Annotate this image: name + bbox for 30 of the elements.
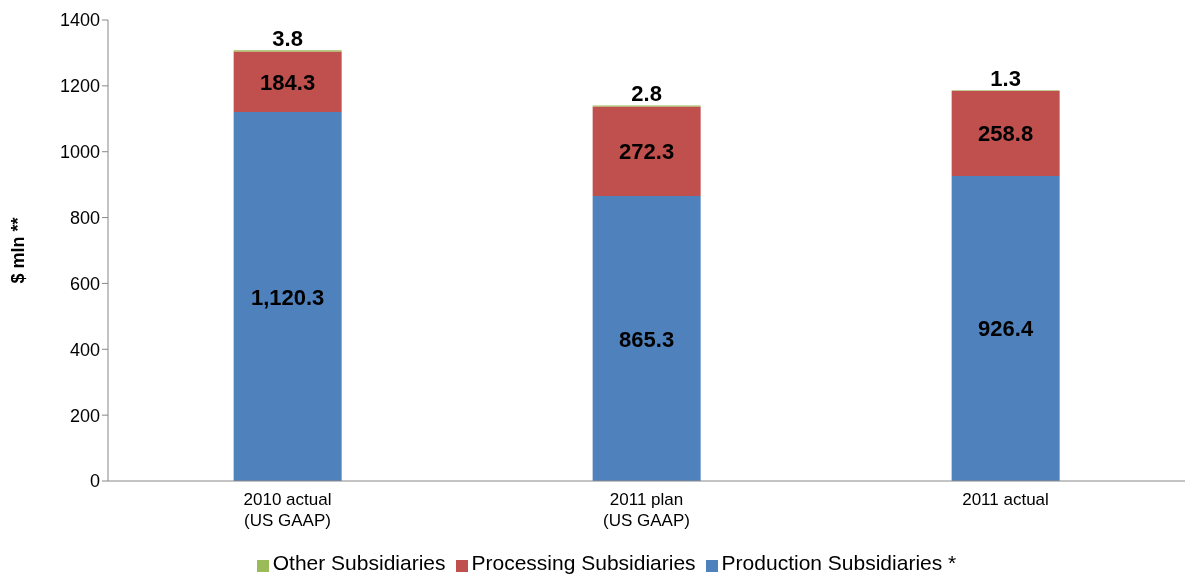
- bar: [951, 90, 1060, 176]
- data-label: 184.3: [260, 69, 316, 95]
- data-label: 1,120.3: [250, 284, 325, 310]
- y-tick-label: 800: [69, 207, 100, 228]
- y-tick-label: 1400: [59, 10, 100, 31]
- data-label: 272.3: [619, 139, 675, 165]
- bar: [951, 175, 1060, 481]
- y-tick-label: 200: [69, 405, 100, 426]
- y-tick-label: 1200: [59, 76, 100, 97]
- data-label: 2.8: [631, 81, 662, 107]
- data-label: 1.3: [990, 66, 1021, 92]
- bar: [592, 196, 701, 481]
- legend-label: Production Subsidiaries *: [721, 551, 957, 574]
- data-label: 865.3: [619, 326, 675, 352]
- y-tick-label: 0: [89, 471, 100, 492]
- x-tick-label: 2010 actual (US GAAP): [243, 490, 332, 530]
- y-tick-label: 400: [69, 339, 100, 360]
- data-label: 926.4: [978, 316, 1034, 342]
- bar: [233, 112, 342, 481]
- data-label: 3.8: [272, 26, 303, 52]
- y-tick-label: 1000: [59, 142, 100, 163]
- legend-label: Other Subsidiaries: [272, 551, 446, 574]
- bar: [592, 106, 701, 197]
- y-axis-title: $ mln **: [8, 217, 29, 284]
- bar: [233, 51, 342, 113]
- legend-label: Processing Subsidiaries: [471, 551, 696, 574]
- x-tick-label: 2011 actual: [962, 490, 1049, 509]
- x-tick-label: 2011 plan (US GAAP): [603, 490, 690, 530]
- data-label: 258.8: [978, 121, 1034, 147]
- y-tick-label: 600: [69, 273, 100, 294]
